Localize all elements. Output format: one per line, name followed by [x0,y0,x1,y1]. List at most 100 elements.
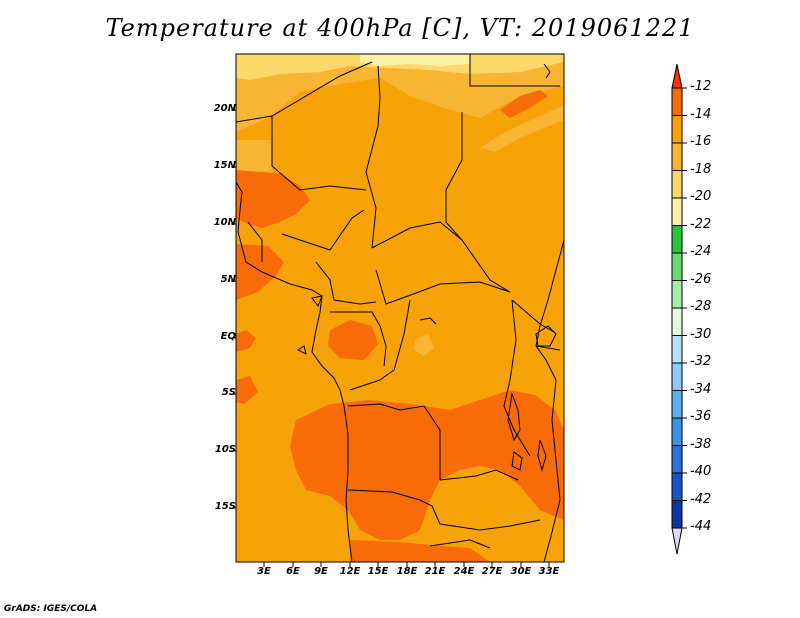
colorbar-label: -24 [690,244,712,259]
fill-warm-angola-zambia [290,390,564,540]
bioko-island [311,295,323,308]
colorbar-box [671,417,683,446]
lake-tanganyika [507,392,521,442]
chart-title: Temperature at 400hPa [C], VT: 201906122… [105,14,695,42]
colorbar-label: -32 [690,354,712,369]
country-borders [236,54,564,562]
border-niger-nigeria [271,116,367,191]
border-niger-chad [365,65,381,249]
colorbar-box [671,170,683,199]
border-nigeria-cameroon [315,261,377,305]
lon-label-24e: 24E [453,566,475,577]
lat-label-15s: 15S [214,501,236,512]
lat-label-20n: 20N [213,103,236,114]
fill-warm-coast [236,330,256,352]
lon-label-30e: 30E [510,566,532,577]
plot-frame [235,53,565,563]
lat-label-10n: 10N [213,217,236,228]
colorbar-label: -36 [690,409,712,424]
lake-mweru [511,451,523,471]
colorbar-box [671,445,683,474]
border-drc-east [503,299,531,457]
colorbar-label: -16 [690,134,712,149]
lat-label-5n: 5N [220,274,236,285]
lon-label-9e: 9E [314,566,328,577]
colorbar-label: -44 [690,519,712,534]
colorbar-label: -12 [690,79,712,94]
colorbar-box [671,115,683,144]
lon-label-27e: 27E [481,566,503,577]
fill-minus-14-16-zambia [432,496,500,540]
colorbar-boxes [671,87,683,529]
lon-label-21e: 21E [424,566,446,577]
colorbar-box [671,335,683,364]
colorbar-label: -34 [690,381,712,397]
temperature-fill [236,54,564,562]
lon-label-3e: 3E [257,566,271,577]
lon-label-33e: 33E [538,566,560,577]
colorbar-label: -30 [690,326,712,342]
colorbar-box [671,307,683,336]
fill-minus-18-20 [236,54,564,80]
border-car-drc [375,269,511,305]
lon-label-18e: 18E [396,566,418,577]
lon-label-6e: 6E [286,566,300,577]
fill-minus-20-22 [360,54,470,66]
border-congo-drc [349,299,411,391]
colorbar-box [671,225,683,254]
lon-label-15e: 15E [367,566,389,577]
colorbar-label: -42 [690,491,712,507]
coastline-west [236,181,353,562]
axis-ticks [231,109,550,567]
river-congo [419,317,437,325]
colorbar-box [671,252,683,281]
colorbar-top-arrow [671,63,683,89]
fill-warm-sudan [500,90,548,118]
border-libya-egypt-sudan [469,54,560,87]
colorbar-ticks [682,87,687,529]
border-chad-car [371,221,463,249]
fill-minus-16-18-east [480,105,564,152]
lat-label-5s: 5S [221,387,236,398]
fill-warm-atlantic [236,376,258,404]
border-chad-sudan [445,112,511,293]
colorbar-box [671,87,683,116]
border-angola-namibia [347,489,541,531]
footer-credit: GrADS: IGES/COLA [4,604,98,614]
lake-victoria [535,325,557,347]
sinai-coast [543,63,551,79]
colorbar-box [671,280,683,309]
colorbar-box [671,500,683,529]
coastline-east [535,239,564,562]
colorbar-box [671,362,683,391]
fill-minus-16-18-congo [414,334,434,356]
colorbar-box [671,142,683,171]
fill-warm-guinea [236,244,284,300]
border-benin [247,221,263,262]
border-angola-drc [347,403,441,480]
colorbar-box [671,197,683,226]
lat-label-15n: 15N [213,160,236,171]
colorbar-label: -14 [690,106,712,122]
border-mali-algeria [236,61,373,123]
colorbar-label: -28 [690,299,712,314]
lake-malawi [537,439,547,472]
lat-label-eq: EQ [220,331,236,342]
lat-label-10s: 10S [214,444,236,455]
sao-tome [297,345,307,355]
colorbar-label: -22 [690,216,712,232]
fill-warm-westafrica [236,170,310,228]
colorbar-label: -40 [690,464,712,479]
border-gabon-congo [330,311,387,367]
fill-minus-16-18-west [236,140,272,175]
colorbar-label: -20 [690,189,712,204]
border-kenya-tz [535,345,561,351]
fill-warm-gabon [328,320,378,360]
colorbar-label: -18 [690,161,712,177]
border-zambia-drc [439,469,519,481]
lon-label-12e: 12E [339,566,361,577]
colorbar-box [671,472,683,501]
fill-warm-south [350,540,490,562]
